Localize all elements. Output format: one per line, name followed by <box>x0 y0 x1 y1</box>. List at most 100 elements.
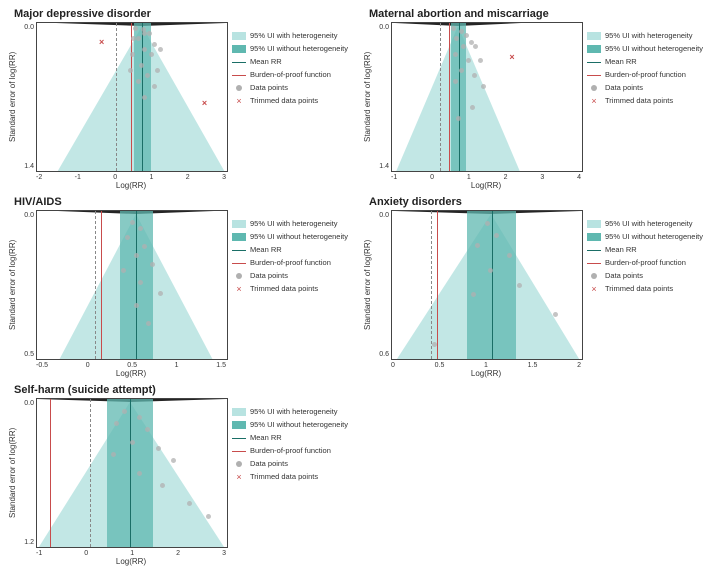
data-point <box>152 84 157 89</box>
x-ticks: -101234 <box>391 174 581 181</box>
data-point <box>134 303 139 308</box>
funnel-plot <box>36 210 228 360</box>
legend-ui-nohet: 95% UI without heterogeneity <box>605 43 703 55</box>
trimmed-point: × <box>99 38 104 47</box>
data-point <box>137 471 142 476</box>
y-axis-label: Standard error of log(RR) <box>8 22 20 172</box>
data-point <box>187 501 192 506</box>
zero-line <box>440 23 441 171</box>
data-point <box>142 95 147 100</box>
legend-bop: Burden-of-proof function <box>605 69 686 81</box>
data-point <box>456 116 461 121</box>
data-point <box>488 268 493 273</box>
data-point <box>122 409 127 414</box>
panel-mdd: Major depressive disorder Standard error … <box>8 8 359 190</box>
y-ticks: 0.00.6 <box>375 210 391 360</box>
y-axis-label: Standard error of log(RR) <box>363 22 375 172</box>
legend: 95% UI with heterogeneity 95% UI without… <box>228 384 359 566</box>
data-point <box>139 63 144 68</box>
data-point <box>517 283 522 288</box>
legend-trimmed: Trimmed data points <box>605 95 673 107</box>
legend-data: Data points <box>605 270 643 282</box>
legend-ui-het: 95% UI with heterogeneity <box>605 218 693 230</box>
legend-data: Data points <box>605 82 643 94</box>
legend: 95% UI with heterogeneity 95% UI without… <box>583 8 714 190</box>
data-point <box>461 44 466 49</box>
trimmed-point: × <box>509 53 514 62</box>
data-point <box>475 243 480 248</box>
data-point <box>134 253 139 258</box>
legend-data: Data points <box>250 458 288 470</box>
legend-ui-het: 95% UI with heterogeneity <box>250 30 338 42</box>
y-ticks: 0.01.4 <box>20 22 36 172</box>
x-ticks: -10123 <box>36 550 226 557</box>
legend-trimmed: Trimmed data points <box>250 471 318 483</box>
panel-title: Maternal abortion and miscarriage <box>369 8 583 20</box>
mean-line <box>459 23 460 171</box>
data-point <box>142 244 147 249</box>
y-ticks: 0.01.4 <box>375 22 391 172</box>
zero-line <box>431 211 432 359</box>
data-point <box>206 514 211 519</box>
data-point <box>138 280 143 285</box>
panel-title: Anxiety disorders <box>369 196 583 208</box>
bop-line <box>101 211 102 359</box>
data-point <box>146 321 151 326</box>
data-point <box>160 483 165 488</box>
y-axis-label: Standard error of log(RR) <box>363 210 375 360</box>
panel-hiv: HIV/AIDSStandard error of log(RR)0.00.5-… <box>8 196 359 378</box>
panel-title: Self-harm (suicide attempt) <box>14 384 228 396</box>
legend-mean: Mean RR <box>605 56 637 68</box>
data-point <box>158 47 163 52</box>
panel-anxiety: Anxiety disorders Standard error of log(R… <box>363 196 714 378</box>
legend-ui-nohet: 95% UI without heterogeneity <box>605 231 703 243</box>
bop-line <box>50 399 51 547</box>
panel-abortion: Maternal abortion and miscarriage Standar… <box>363 8 714 190</box>
data-point <box>138 226 143 231</box>
mean-line <box>492 211 493 359</box>
legend-mean: Mean RR <box>250 244 282 256</box>
data-point <box>130 52 135 57</box>
legend-bop: Burden-of-proof function <box>250 257 331 269</box>
trimmed-point: × <box>202 99 207 108</box>
data-point <box>152 42 157 47</box>
legend-ui-nohet: 95% UI without heterogeneity <box>250 231 348 243</box>
data-point <box>121 268 126 273</box>
legend-ui-het: 95% UI with heterogeneity <box>250 218 338 230</box>
bop-line <box>449 23 450 171</box>
legend-ui-het: 95% UI with heterogeneity <box>605 30 693 42</box>
y-axis-label: Standard error of log(RR) <box>8 210 20 360</box>
x-axis-label: Log(RR) <box>36 369 226 378</box>
zero-line <box>116 23 117 171</box>
legend-mean: Mean RR <box>250 56 282 68</box>
x-axis-label: Log(RR) <box>36 557 226 566</box>
panel-title: Major depressive disorder <box>14 8 228 20</box>
data-point <box>478 58 483 63</box>
x-axis-label: Log(RR) <box>391 181 581 190</box>
bop-line <box>437 211 438 359</box>
panel-selfharm: Self-harm (suicide attempt)Standard erro… <box>8 384 359 566</box>
data-point <box>453 79 458 84</box>
data-point <box>485 221 490 226</box>
data-point <box>150 262 155 267</box>
legend-ui-nohet: 95% UI without heterogeneity <box>250 419 348 431</box>
x-ticks: -0.500.511.5 <box>36 362 226 369</box>
mean-line <box>136 211 137 359</box>
bop-line <box>131 23 132 171</box>
x-ticks: 00.511.52 <box>391 362 581 369</box>
legend-ui-nohet: 95% UI without heterogeneity <box>250 43 348 55</box>
data-point <box>133 26 138 31</box>
mean-line <box>130 399 131 547</box>
funnel-plot <box>391 210 583 360</box>
legend-ui-het: 95% UI with heterogeneity <box>250 406 338 418</box>
data-point <box>111 452 116 457</box>
data-point <box>155 68 160 73</box>
legend: 95% UI with heterogeneity 95% UI without… <box>228 196 359 378</box>
legend-bop: Burden-of-proof function <box>250 445 331 457</box>
legend-data: Data points <box>250 82 288 94</box>
y-ticks: 0.01.2 <box>20 398 36 548</box>
legend-mean: Mean RR <box>605 244 637 256</box>
data-point <box>130 220 135 225</box>
legend-bop: Burden-of-proof function <box>250 69 331 81</box>
legend-mean: Mean RR <box>250 432 282 444</box>
